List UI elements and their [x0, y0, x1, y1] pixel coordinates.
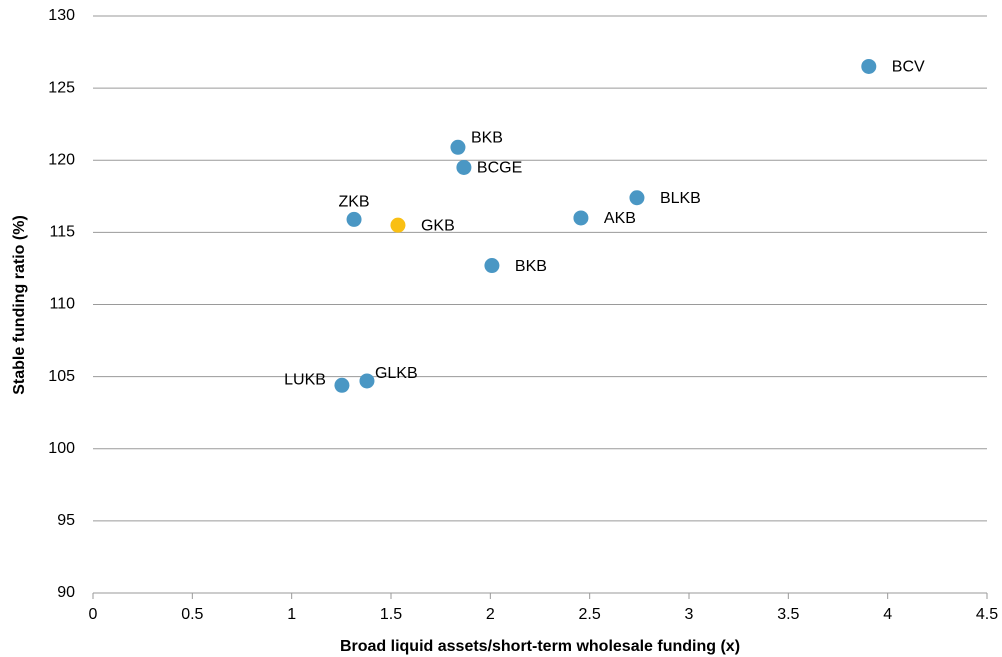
point	[861, 58, 877, 74]
point-label: GLKB	[375, 365, 418, 382]
x-tick-label: 4	[883, 606, 892, 623]
y-tick-label: 125	[48, 79, 75, 96]
point	[484, 258, 500, 274]
point-label: GKB	[421, 217, 455, 234]
point-label: AKB	[604, 210, 636, 227]
y-tick-label: 110	[49, 296, 75, 313]
x-tick-label: 2.5	[579, 606, 601, 623]
x-tick-label: 0	[89, 606, 98, 623]
y-tick-label: 120	[48, 151, 75, 168]
y-tick-label: 100	[48, 440, 75, 457]
point-label: BLKB	[660, 190, 701, 207]
point	[359, 373, 375, 389]
y-tick-label: 95	[57, 512, 75, 529]
point	[334, 377, 350, 393]
point-label: BKB	[471, 129, 503, 146]
x-tick-label: 3	[685, 606, 694, 623]
x-tick-label: 1.5	[380, 606, 402, 623]
x-tick-label: 1	[287, 606, 296, 623]
x-tick-label: 2	[486, 606, 495, 623]
x-tick-label: 4.5	[976, 606, 998, 623]
point-label: BKB	[515, 258, 547, 275]
point-label: LUKB	[284, 371, 326, 388]
point	[629, 190, 645, 206]
x-axis-title: Broad liquid assets/short-term wholesale…	[340, 638, 740, 655]
point-label: BCGE	[477, 160, 522, 177]
y-tick-label: 130	[48, 7, 75, 24]
point	[573, 210, 589, 226]
y-tick-label: 105	[48, 368, 75, 385]
point	[390, 217, 406, 233]
x-tick-label: 3.5	[777, 606, 799, 623]
point	[450, 139, 466, 155]
y-tick-label: 115	[49, 224, 75, 241]
point-label: BCV	[892, 59, 925, 76]
point	[456, 159, 472, 175]
point	[346, 211, 362, 227]
y-tick-label: 90	[57, 584, 75, 601]
y-axis-title: Stable funding ratio (%)	[11, 215, 28, 395]
x-tick-label: 0.5	[181, 606, 203, 623]
point-label: ZKB	[338, 194, 369, 211]
